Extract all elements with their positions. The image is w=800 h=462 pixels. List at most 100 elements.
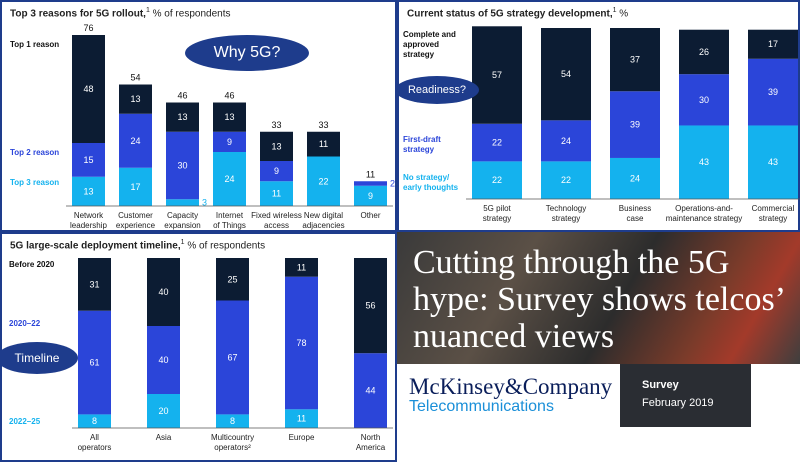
bar-segment	[213, 102, 246, 132]
bar-segment	[147, 258, 180, 326]
data-label: 37	[630, 55, 640, 65]
bar-segment	[472, 123, 522, 162]
bar-segment	[78, 414, 111, 428]
bar-segment	[260, 161, 293, 182]
bar-segment	[119, 167, 152, 206]
data-label: 8	[92, 416, 97, 426]
chart-title: Current status of 5G strategy developmen…	[407, 7, 629, 20]
bar-segment	[541, 161, 591, 199]
category-label: Internet of Things	[213, 211, 246, 230]
bar-segment	[748, 125, 798, 199]
legend-label: No strategy/early thoughts	[403, 173, 459, 192]
bar-segment	[72, 143, 105, 177]
bar-segment	[72, 176, 105, 206]
data-label: 56	[365, 301, 375, 311]
bar-segment	[679, 74, 729, 126]
data-label: 22	[318, 176, 328, 186]
category-label: Multicountry operators²	[211, 433, 254, 452]
data-label: 17	[768, 39, 778, 49]
bar-segment	[307, 156, 340, 206]
panel-5g-reasons: Top 3 reasons for 5G rollout,1 % of resp…	[0, 0, 397, 232]
data-label: 39	[768, 87, 778, 97]
bar-segment	[748, 29, 798, 59]
chart-title: Top 3 reasons for 5G rollout,1 % of resp…	[10, 7, 231, 20]
bar-segment	[679, 29, 729, 75]
data-label: 30	[177, 161, 187, 171]
data-label: 11	[272, 189, 281, 199]
category-label: Europe	[289, 433, 315, 442]
total-label: 46	[177, 91, 187, 101]
data-label: 13	[224, 112, 234, 122]
data-label: 24	[630, 173, 640, 183]
data-label: 24	[130, 136, 140, 146]
bar-segment	[216, 258, 249, 301]
bar-segment	[72, 35, 105, 143]
data-label: 61	[89, 358, 99, 368]
bar-segment	[260, 131, 293, 161]
bar-segment	[147, 326, 180, 394]
category-label: North America	[356, 433, 386, 452]
data-label: 22	[492, 138, 502, 148]
data-label: 22	[492, 175, 502, 185]
cover-photo: Cutting through the 5G hype: Survey show…	[397, 232, 800, 364]
data-label: 26	[699, 47, 709, 57]
category-label: 5G pilot strategy	[483, 204, 512, 223]
data-label: 22	[561, 175, 571, 185]
data-label: 48	[83, 84, 93, 94]
panel-deployment-timeline: 5G large-scale deployment timeline,1 % o…	[0, 232, 397, 462]
legend-label: Top 3 reason	[10, 178, 59, 187]
headline: Cutting through the 5G hype: Survey show…	[413, 244, 784, 355]
bar-segment	[166, 102, 199, 132]
bar-segment	[285, 258, 318, 277]
data-label: 20	[158, 406, 168, 416]
survey-box: Survey February 2019	[620, 364, 751, 427]
bar-segment	[541, 120, 591, 162]
bar-segment	[472, 161, 522, 199]
legend-label: Complete and approved strategy	[403, 30, 456, 59]
bar-segment	[354, 258, 387, 354]
brand-logo: McKinsey&Company	[409, 374, 613, 399]
reasons-chart: 13 15 48 76 Network leadership 17 24 13 54 Custome…	[10, 23, 395, 230]
data-label: 9	[227, 137, 232, 147]
data-label: 78	[296, 338, 306, 348]
data-label: 8	[230, 416, 235, 426]
data-label: 43	[699, 157, 709, 167]
total-label: 33	[271, 120, 281, 130]
bar-segment	[213, 152, 246, 206]
survey-label: Survey	[642, 379, 679, 391]
bar-segment	[147, 394, 180, 428]
data-label: 2	[390, 179, 395, 189]
legend-label: Top 1 reason	[10, 40, 59, 49]
bar-segment	[285, 409, 318, 428]
data-label: 31	[89, 279, 99, 289]
bar-segment	[285, 276, 318, 410]
legend-label: First-draft strategy	[403, 135, 441, 154]
data-label: 3	[202, 198, 207, 208]
total-label: 54	[130, 73, 140, 83]
data-label: 13	[83, 186, 93, 196]
bar-segment	[307, 131, 340, 157]
category-label: Customer experience	[116, 211, 156, 230]
category-label: All operators	[78, 433, 112, 452]
strategy-chart: 22 22 57 5G pilot strategy 22 24 54 Technology st…	[403, 26, 800, 223]
data-label: 24	[224, 174, 234, 184]
bar-segment	[119, 113, 152, 168]
data-label: 11	[297, 414, 306, 424]
data-label: 40	[158, 287, 168, 297]
data-label: 13	[177, 112, 187, 122]
total-label: 11	[366, 169, 375, 179]
total-label: 46	[224, 91, 234, 101]
data-label: 11	[297, 262, 306, 272]
data-label: 54	[561, 69, 571, 79]
bar-segment	[610, 157, 660, 199]
total-label: 76	[83, 23, 93, 33]
data-label: 13	[130, 94, 140, 104]
data-label: 25	[227, 274, 237, 284]
why-5g-bubble: Why 5G?	[185, 35, 309, 71]
category-label: Other	[360, 211, 380, 220]
bar-segment	[166, 131, 199, 200]
data-label: 39	[630, 120, 640, 130]
bar-segment	[541, 28, 591, 121]
practice-label: Telecommunications	[409, 398, 554, 415]
data-label: 57	[492, 70, 502, 80]
